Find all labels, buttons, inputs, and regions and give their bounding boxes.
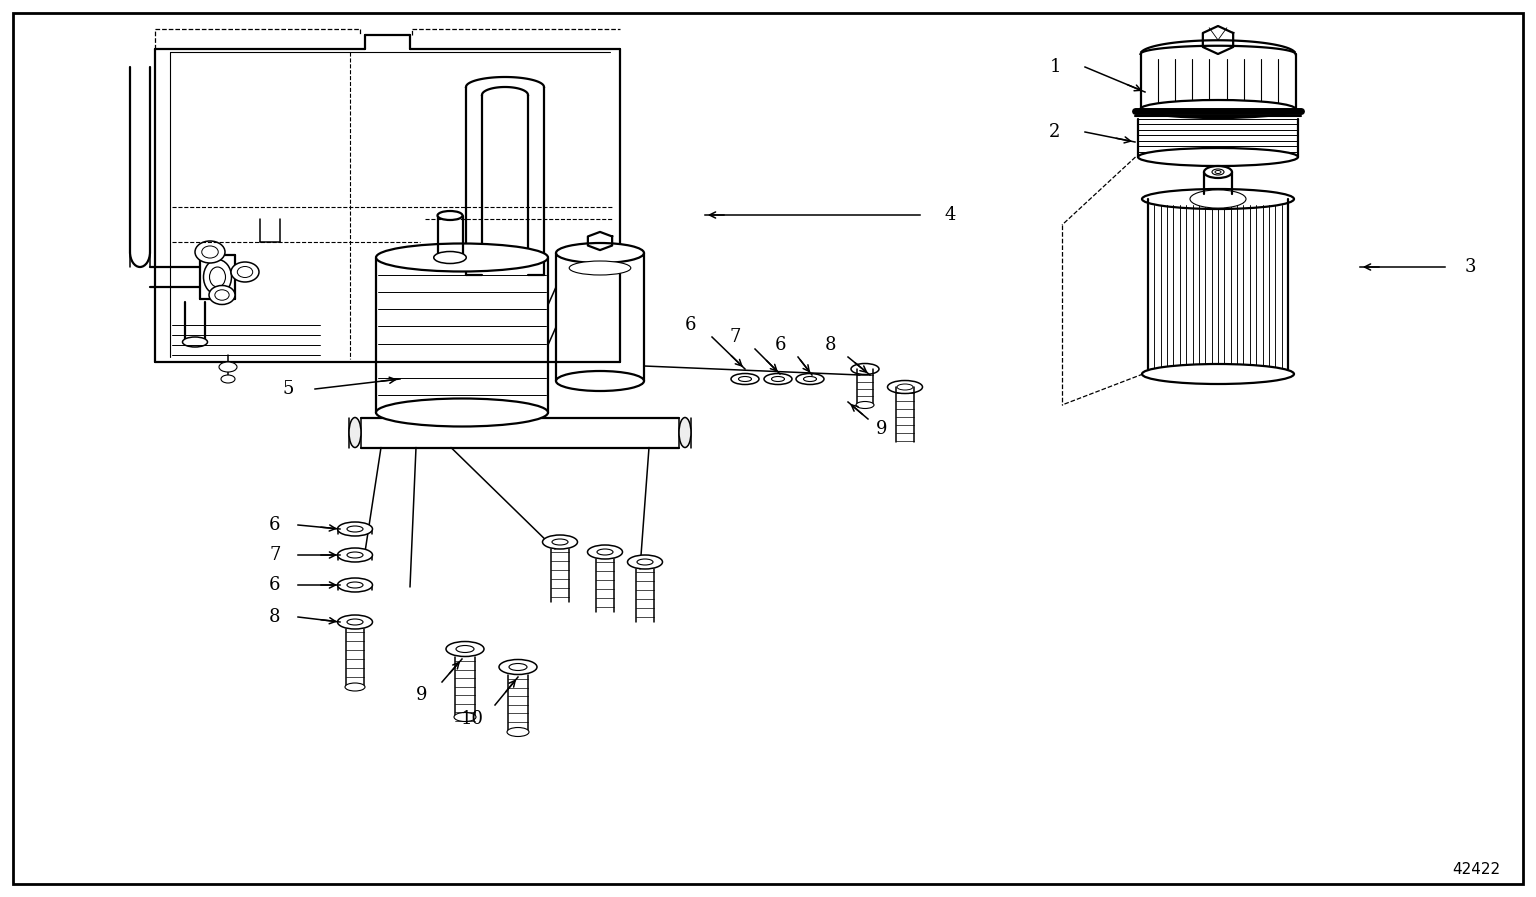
Text: 5: 5 <box>283 380 293 398</box>
Ellipse shape <box>338 578 373 592</box>
Ellipse shape <box>221 375 235 383</box>
Ellipse shape <box>856 402 874 408</box>
Ellipse shape <box>376 398 548 426</box>
Ellipse shape <box>445 641 484 657</box>
Text: 42422: 42422 <box>1452 861 1501 876</box>
Ellipse shape <box>347 582 362 588</box>
Ellipse shape <box>338 615 373 629</box>
Text: 7: 7 <box>730 328 740 346</box>
Ellipse shape <box>1204 166 1232 178</box>
Ellipse shape <box>587 545 622 559</box>
Text: 9: 9 <box>416 686 427 704</box>
Ellipse shape <box>195 241 224 263</box>
Text: 6: 6 <box>269 576 281 594</box>
Ellipse shape <box>203 259 232 294</box>
Ellipse shape <box>731 373 759 385</box>
Ellipse shape <box>1200 193 1236 205</box>
Ellipse shape <box>347 619 362 625</box>
Ellipse shape <box>739 377 751 381</box>
Ellipse shape <box>888 380 923 394</box>
Text: 1: 1 <box>1049 58 1061 76</box>
Ellipse shape <box>551 539 568 545</box>
Ellipse shape <box>1141 100 1295 118</box>
Ellipse shape <box>679 417 691 448</box>
Ellipse shape <box>433 251 467 264</box>
Ellipse shape <box>346 683 366 691</box>
Ellipse shape <box>570 261 631 275</box>
Ellipse shape <box>556 243 644 263</box>
Text: 6: 6 <box>269 516 281 534</box>
Ellipse shape <box>851 363 879 375</box>
Text: 2: 2 <box>1049 123 1061 141</box>
Ellipse shape <box>1141 189 1293 209</box>
Text: 7: 7 <box>269 546 281 564</box>
Ellipse shape <box>771 377 785 381</box>
Ellipse shape <box>796 373 823 385</box>
Ellipse shape <box>438 211 462 220</box>
Ellipse shape <box>1138 148 1298 166</box>
Ellipse shape <box>1207 196 1227 202</box>
Ellipse shape <box>347 526 362 532</box>
Ellipse shape <box>201 246 218 258</box>
Ellipse shape <box>183 337 207 347</box>
Ellipse shape <box>347 552 362 558</box>
Ellipse shape <box>1190 190 1246 208</box>
Ellipse shape <box>349 417 361 448</box>
Ellipse shape <box>338 548 373 562</box>
Ellipse shape <box>230 262 260 282</box>
Ellipse shape <box>456 646 475 652</box>
Ellipse shape <box>499 659 538 675</box>
Ellipse shape <box>1141 364 1293 384</box>
Ellipse shape <box>376 243 548 272</box>
Ellipse shape <box>455 712 476 721</box>
Ellipse shape <box>637 559 653 565</box>
Text: 6: 6 <box>774 336 786 354</box>
Text: 8: 8 <box>269 608 281 626</box>
Ellipse shape <box>508 664 527 670</box>
Ellipse shape <box>897 384 912 390</box>
Ellipse shape <box>338 522 373 536</box>
Ellipse shape <box>542 535 578 549</box>
Ellipse shape <box>628 555 662 569</box>
Ellipse shape <box>220 362 237 372</box>
Ellipse shape <box>215 290 229 300</box>
Text: 6: 6 <box>684 316 696 334</box>
Ellipse shape <box>1212 169 1224 175</box>
Text: 10: 10 <box>461 710 484 728</box>
Ellipse shape <box>507 727 528 736</box>
Ellipse shape <box>209 285 235 304</box>
Text: 3: 3 <box>1464 258 1476 276</box>
Text: 9: 9 <box>876 420 888 438</box>
Text: 8: 8 <box>825 336 836 354</box>
Ellipse shape <box>1215 170 1221 173</box>
Ellipse shape <box>763 373 793 385</box>
Ellipse shape <box>209 267 226 287</box>
Ellipse shape <box>598 549 613 555</box>
Text: 4: 4 <box>945 206 955 224</box>
Ellipse shape <box>237 266 253 277</box>
Ellipse shape <box>803 377 817 381</box>
Ellipse shape <box>556 371 644 391</box>
